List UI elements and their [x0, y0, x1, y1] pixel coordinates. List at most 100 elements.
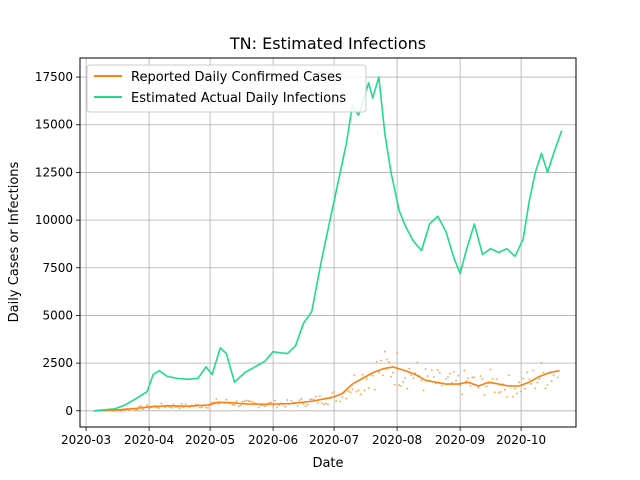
reported-series-line	[94, 366, 560, 412]
reported-point	[416, 361, 419, 364]
x-tick-label: 2020-08	[372, 433, 422, 447]
y-tick-label: 2500	[42, 356, 73, 370]
reported-point	[308, 398, 311, 401]
y-tick-label: 10000	[35, 213, 73, 227]
reported-point	[552, 374, 555, 377]
reported-point	[249, 400, 252, 403]
reported-point	[194, 403, 197, 406]
reported-point	[316, 402, 319, 404]
chart-title: TN: Estimated Infections	[229, 34, 426, 53]
reported-point	[384, 350, 386, 353]
y-tick-label: 12500	[35, 165, 73, 179]
reported-point	[233, 404, 236, 407]
reported-point	[524, 387, 527, 390]
reported-point	[398, 384, 401, 386]
reported-point	[371, 374, 374, 377]
reported-point	[312, 398, 315, 401]
reported-point	[298, 399, 301, 402]
reported-point	[357, 389, 360, 392]
reported-point	[270, 401, 272, 404]
reported-point	[542, 371, 545, 374]
y-tick-label: 0	[65, 404, 73, 418]
reported-point	[290, 399, 293, 402]
reported-point	[331, 392, 333, 394]
reported-point	[455, 379, 457, 382]
reported-point	[495, 378, 498, 381]
reported-point	[142, 408, 144, 411]
reported-point	[160, 402, 163, 405]
reported-point	[310, 398, 313, 401]
x-tick-label: 2020-05	[185, 433, 235, 447]
reported-point	[544, 387, 547, 390]
reported-point	[483, 394, 486, 397]
reported-point	[514, 387, 516, 390]
reported-point	[353, 374, 356, 377]
reported-point	[306, 404, 309, 406]
reported-point	[321, 402, 323, 405]
reported-point	[424, 367, 427, 370]
reported-point	[158, 407, 161, 409]
reported-point	[264, 405, 266, 408]
reported-point	[512, 396, 514, 398]
y-tick-label: 7500	[42, 261, 73, 275]
reported-point	[508, 374, 510, 377]
reported-point	[550, 380, 553, 383]
reported-point	[138, 405, 140, 408]
reported-point	[481, 378, 484, 380]
reported-point	[363, 389, 366, 392]
reported-point	[231, 403, 234, 406]
reported-point	[406, 387, 409, 390]
reported-point	[180, 402, 183, 405]
reported-point	[505, 396, 508, 398]
reported-point	[530, 383, 533, 385]
reported-point	[217, 402, 220, 405]
reported-point	[396, 352, 399, 355]
reported-point	[327, 403, 329, 406]
reported-point	[335, 400, 338, 402]
reported-point	[394, 383, 396, 386]
reported-point	[333, 391, 335, 393]
reported-point	[538, 378, 541, 381]
reported-point	[284, 405, 287, 408]
reported-point	[243, 400, 246, 403]
reported-point	[268, 401, 270, 404]
x-tick-label: 2020-09	[435, 433, 485, 447]
reported-point	[497, 391, 500, 394]
reported-point	[182, 406, 185, 409]
reported-point	[477, 386, 480, 389]
reported-point	[237, 405, 240, 408]
reported-point	[304, 405, 307, 408]
reported-point	[178, 407, 181, 410]
reported-point	[459, 384, 462, 387]
reported-point	[400, 385, 403, 387]
reported-point	[392, 371, 394, 374]
reported-point	[440, 384, 443, 387]
reported-point	[432, 376, 435, 378]
reported-point	[408, 367, 411, 370]
legend-label-estimated: Estimated Actual Daily Infections	[131, 91, 346, 106]
reported-point	[438, 371, 441, 374]
reported-point	[404, 377, 407, 379]
reported-point	[485, 385, 488, 388]
reported-point	[518, 381, 520, 384]
reported-point	[274, 399, 277, 402]
reported-point	[412, 377, 415, 379]
reported-point	[540, 361, 543, 364]
reported-point	[318, 395, 321, 397]
reported-point	[388, 361, 390, 364]
reported-point	[556, 376, 559, 379]
legend: Reported Daily Confirmed Cases Estimated…	[86, 64, 367, 113]
reported-point	[463, 369, 466, 372]
reported-point	[247, 400, 250, 402]
x-tick-label: 2020-04	[124, 433, 174, 447]
x-axis: 2020-03 2020-04 2020-05 2020-06 2020-07 2020-…	[61, 427, 546, 447]
reported-point	[207, 407, 209, 409]
reported-point	[245, 399, 248, 402]
reported-point	[276, 406, 279, 409]
reported-point	[205, 406, 207, 409]
reported-point	[479, 375, 482, 377]
reported-point	[184, 403, 187, 406]
reported-point	[302, 403, 305, 406]
reported-point	[225, 398, 228, 401]
reported-point	[402, 381, 405, 383]
